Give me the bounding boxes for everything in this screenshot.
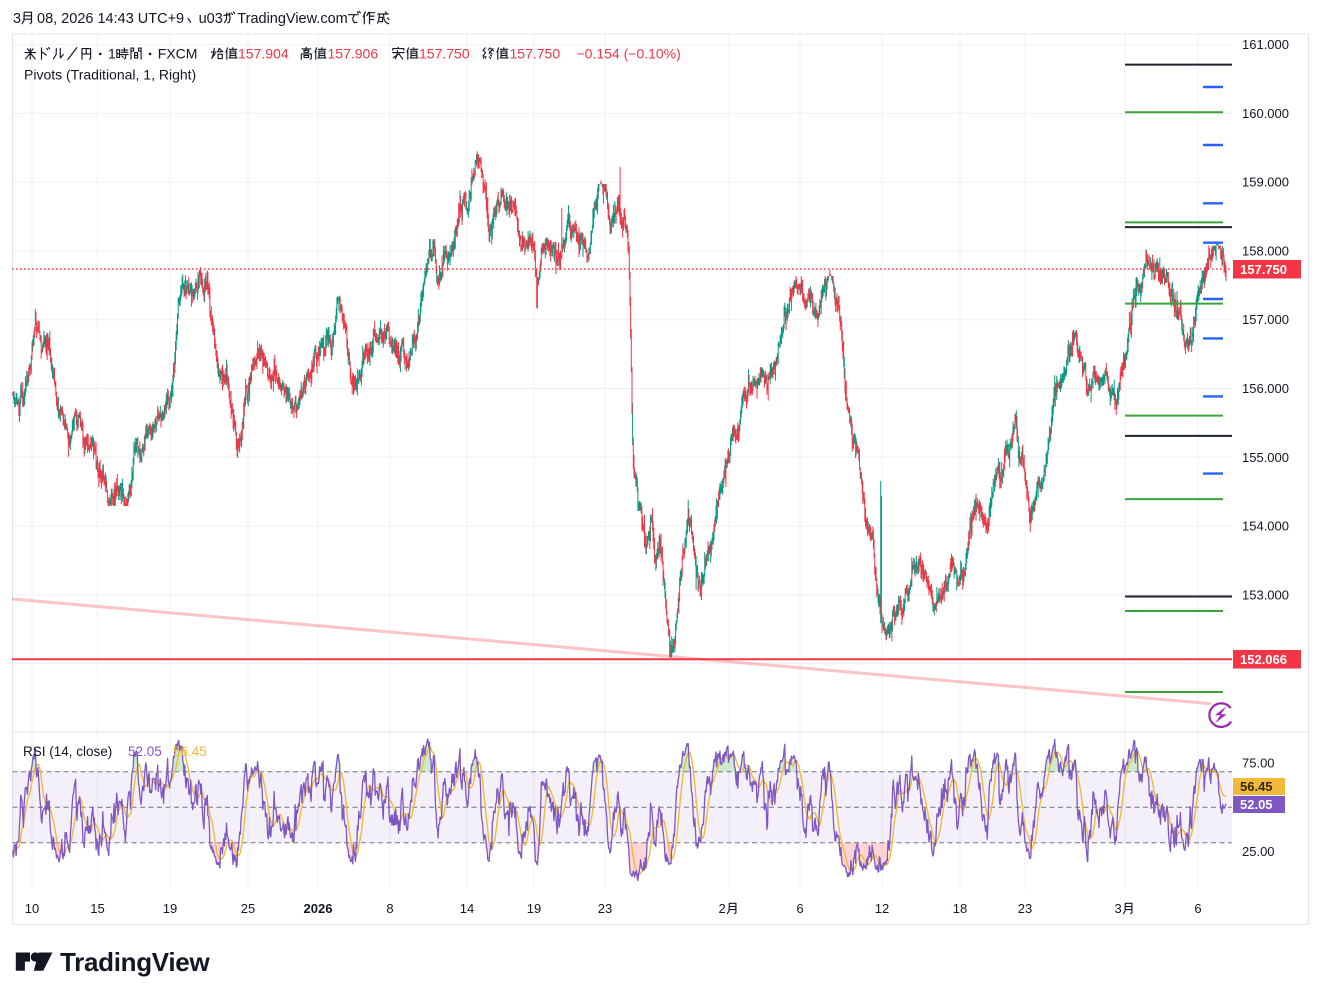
svg-text:FXCM: FXCM xyxy=(158,46,198,62)
svg-text:15: 15 xyxy=(90,901,104,916)
svg-text:Pivots (Traditional, 1, Right): Pivots (Traditional, 1, Right) xyxy=(24,67,196,83)
svg-text:75.00: 75.00 xyxy=(1242,756,1275,771)
svg-text:RSI (14, close): RSI (14, close) xyxy=(23,744,112,759)
svg-text:158.000: 158.000 xyxy=(1242,244,1289,259)
svg-text:23: 23 xyxy=(1018,901,1032,916)
svg-text:6: 6 xyxy=(796,901,803,916)
svg-text:153.000: 153.000 xyxy=(1242,587,1289,602)
svg-text:TradingView: TradingView xyxy=(60,947,210,977)
svg-text:25: 25 xyxy=(241,901,255,916)
svg-text:56.45: 56.45 xyxy=(1240,779,1273,794)
svg-text:14: 14 xyxy=(460,901,474,916)
svg-text:157.906: 157.906 xyxy=(328,46,379,62)
svg-text:3: 3 xyxy=(1115,901,1122,916)
svg-text:10: 10 xyxy=(25,901,39,916)
svg-text:6: 6 xyxy=(1194,901,1201,916)
svg-text:157.750: 157.750 xyxy=(1240,262,1287,277)
svg-text:18: 18 xyxy=(953,901,967,916)
svg-text:3: 3 xyxy=(13,11,21,27)
svg-text:1: 1 xyxy=(108,46,116,62)
svg-text:12: 12 xyxy=(875,901,889,916)
svg-text:152.066: 152.066 xyxy=(1240,652,1287,667)
svg-text:156.000: 156.000 xyxy=(1242,381,1289,396)
svg-text:161.000: 161.000 xyxy=(1242,37,1289,52)
svg-text:52.05: 52.05 xyxy=(1240,797,1273,812)
svg-text:23: 23 xyxy=(598,901,612,916)
svg-text:−0.154 (−0.10%): −0.154 (−0.10%) xyxy=(577,46,681,62)
svg-text:2: 2 xyxy=(719,901,726,916)
svg-text:157.000: 157.000 xyxy=(1242,312,1289,327)
svg-text:TradingView.com: TradingView.com xyxy=(237,11,347,27)
svg-text:157.904: 157.904 xyxy=(238,46,289,62)
svg-text:2026: 2026 xyxy=(304,901,333,916)
svg-text:19: 19 xyxy=(163,901,177,916)
svg-text:08, 2026 14:43 UTC+9: 08, 2026 14:43 UTC+9 xyxy=(37,11,184,27)
svg-text:56.45: 56.45 xyxy=(173,744,207,759)
svg-text:25.00: 25.00 xyxy=(1242,844,1275,859)
svg-text:157.750: 157.750 xyxy=(510,46,561,62)
svg-text:155.000: 155.000 xyxy=(1242,450,1289,465)
svg-text:160.000: 160.000 xyxy=(1242,106,1289,121)
svg-text:157.750: 157.750 xyxy=(419,46,470,62)
svg-text:19: 19 xyxy=(527,901,541,916)
svg-text:159.000: 159.000 xyxy=(1242,175,1289,190)
svg-text:52.05: 52.05 xyxy=(128,744,162,759)
svg-text:154.000: 154.000 xyxy=(1242,519,1289,534)
svg-text:u03: u03 xyxy=(199,11,223,27)
svg-text:8: 8 xyxy=(386,901,393,916)
